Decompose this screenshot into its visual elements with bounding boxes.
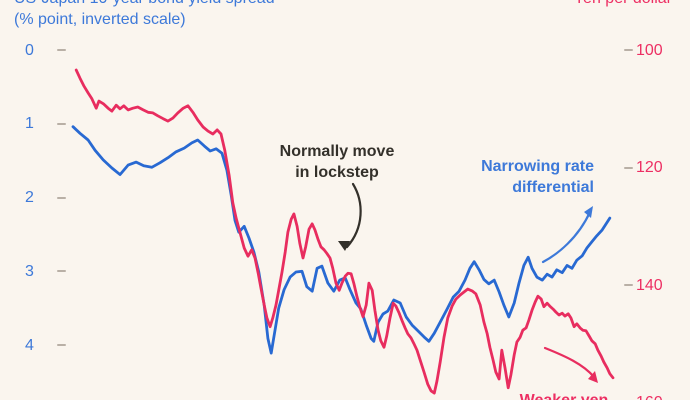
weaker-yen-arrow-head: [588, 371, 598, 383]
right-axis-title: Yen per dollar: [574, 0, 672, 8]
narrowing-arrow-head: [584, 206, 593, 218]
right-tick-label: 140: [636, 276, 663, 294]
right-tick-mark: [624, 49, 633, 51]
left-tick-label: 4: [25, 336, 34, 354]
narrowing-arrow: [541, 210, 592, 264]
left-tick-mark: [57, 270, 66, 273]
left-tick-mark: [57, 49, 66, 51]
annotation-lockstep-line2: in lockstep: [295, 164, 379, 181]
chart-subtitle: (% point, inverted scale): [14, 11, 186, 28]
left-tick-label: 2: [25, 189, 34, 206]
left-tick-label: 0: [25, 41, 34, 59]
left-tick-mark: [57, 122, 66, 125]
annotation-weaker-yen: Weaker yen: [512, 390, 616, 400]
annotation-narrowing: Narrowing rate differential: [462, 156, 594, 198]
right-tick-label: 120: [636, 159, 663, 176]
left-tick-mark: [57, 344, 66, 346]
left-tick-mark: [57, 196, 66, 199]
right-tick-label: 100: [636, 41, 663, 59]
weaker-yen-arrow: [543, 346, 596, 379]
lockstep-arrow: [345, 182, 362, 249]
chart-title: US-Japan 10-year bond yield spread: [14, 0, 275, 8]
left-tick-label: 3: [25, 262, 34, 280]
annotation-narrowing-line1: Narrowing rate: [481, 158, 594, 175]
right-tick-mark: [624, 284, 633, 286]
right-tick-mark: [624, 166, 633, 169]
annotation-narrowing-line2: differential: [512, 179, 594, 196]
right-tick-label: 160: [636, 393, 663, 400]
lockstep-arrow-head: [338, 241, 350, 251]
annotation-lockstep: Normally move in lockstep: [268, 141, 406, 183]
left-tick-label: 1: [25, 115, 34, 133]
annotation-lockstep-line1: Normally move: [279, 143, 395, 160]
yen-line: [74, 68, 615, 395]
